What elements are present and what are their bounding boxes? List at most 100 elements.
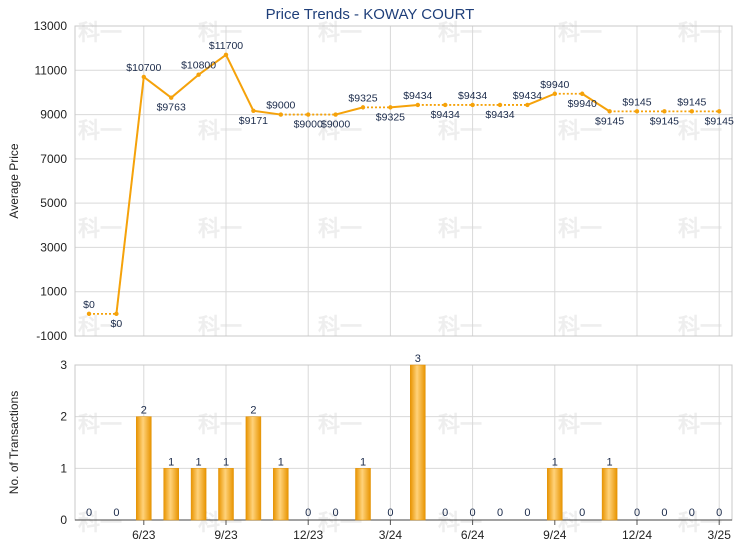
price-point: [470, 102, 475, 108]
price-data-label: $9145: [650, 115, 679, 127]
txn-xtick-label: 9/23: [214, 528, 238, 542]
price-line-segment: [143, 76, 172, 99]
watermark-text: 科一: [678, 510, 722, 535]
watermark-text: 科一: [78, 412, 122, 437]
txn-data-label: 0: [305, 507, 311, 519]
price-data-label: $9434: [431, 109, 460, 121]
price-ytick-label: 11000: [35, 63, 68, 77]
price-data-label: $9171: [239, 115, 268, 127]
price-ylabel: Average Price: [7, 143, 21, 218]
txn-data-label: 0: [579, 507, 585, 519]
watermark-text: 科一: [78, 20, 122, 45]
txn-data-label: 0: [524, 507, 530, 519]
price-line-segment: [335, 106, 364, 116]
price-data-label: $9145: [677, 96, 706, 108]
price-point: [306, 112, 311, 117]
txn-data-label: 0: [689, 507, 695, 519]
txn-ytick-label: 3: [60, 358, 67, 372]
price-line-segment: [253, 109, 281, 116]
price-data-label: $9434: [458, 90, 487, 102]
price-line-segment: [198, 53, 227, 76]
watermark-text: 科一: [198, 20, 242, 45]
txn-bar: [190, 468, 207, 521]
watermark-text: 科一: [438, 118, 482, 143]
watermark-text: 科一: [678, 216, 722, 241]
txn-xtick-label: 3/24: [379, 528, 403, 542]
watermark-text: 科一: [558, 20, 602, 45]
price-data-label: $10800: [181, 60, 216, 72]
price-data-label: $9940: [568, 98, 597, 110]
txn-ytick-label: 0: [60, 513, 67, 527]
txn-ylabel: No. of Transactions: [7, 391, 21, 494]
price-point: [141, 74, 146, 80]
price-data-label: $9763: [157, 102, 186, 114]
price-line-panel: -1000 1000 3000 5000 7000 9000 11000 13000 Avera…: [7, 19, 734, 343]
watermark-text: 科一: [558, 412, 602, 437]
txn-xtick-label: 3/25: [708, 528, 732, 542]
txn-bar: [410, 364, 426, 521]
price-point: [634, 109, 640, 114]
txn-bar: [547, 468, 563, 521]
price-data-label: $11700: [209, 40, 243, 52]
price-data-label: $9434: [513, 90, 542, 102]
txn-data-label: 1: [223, 456, 229, 468]
txn-bar: [218, 468, 234, 521]
txn-data-label: 0: [86, 507, 92, 519]
watermark-text: 科一: [198, 412, 242, 437]
txn-data-label: 0: [387, 507, 393, 519]
price-line-segment: [225, 54, 255, 112]
watermark-text: 科一: [198, 314, 242, 339]
watermark-text: 科一: [198, 216, 242, 241]
watermark-text: 科一: [438, 412, 482, 437]
price-point: [114, 311, 119, 317]
price-ytick-label: 13000: [34, 19, 68, 33]
price-data-label: $9000: [294, 119, 323, 131]
txn-xtick-label: 12/23: [293, 528, 323, 542]
watermark-text: 科一: [678, 118, 722, 143]
price-point: [388, 105, 393, 110]
price-ytick-label: 3000: [40, 240, 67, 254]
price-plot-frame: [74, 25, 733, 337]
transactions-bar-panel: 6/23 9/23 12/23 3/24 6/24 9/24 12/24 3/25 0 1 2 3 No…: [7, 353, 733, 542]
watermark-text: 科一: [438, 216, 482, 241]
txn-bar: [355, 468, 371, 521]
price-line-segment: [390, 103, 418, 109]
price-line-segment: [581, 92, 611, 113]
txn-data-label: 1: [168, 456, 174, 468]
watermark-text: 科一: [78, 216, 122, 241]
price-point: [360, 105, 366, 110]
txn-xtick-label: 6/24: [461, 528, 485, 542]
txn-data-label: 0: [634, 507, 640, 519]
watermark-text: 科一: [78, 510, 122, 535]
price-data-label: $9000: [266, 100, 295, 112]
txn-bar: [273, 468, 289, 521]
txn-xtick-label: 9/24: [543, 528, 567, 542]
watermark-text: 科一: [318, 314, 362, 339]
price-line-segment: [115, 76, 145, 314]
price-point: [607, 109, 612, 114]
price-ytick-label: -1000: [36, 329, 67, 343]
price-point: [689, 109, 694, 114]
price-data-label: $0: [111, 318, 123, 330]
txn-bar: [136, 416, 152, 521]
price-point: [169, 95, 174, 100]
price-point: [278, 112, 283, 117]
watermark-text: 科一: [198, 118, 242, 143]
txn-data-label: 2: [141, 405, 147, 417]
watermark-text: 科一: [318, 412, 362, 437]
price-data-label: $0: [83, 299, 95, 311]
txn-data-label: 1: [607, 456, 613, 468]
watermark-text: 科一: [438, 510, 482, 535]
txn-data-label: 1: [196, 456, 202, 468]
chart-title: Price Trends - KOWAY COURT: [265, 6, 475, 23]
price-point: [497, 102, 503, 108]
price-point: [580, 91, 585, 96]
watermark-text: 科一: [558, 118, 602, 143]
watermark-text: 科一: [558, 510, 602, 535]
watermark-text: 科一: [318, 20, 362, 45]
txn-bar: [601, 468, 618, 521]
price-ytick-label: 1000: [40, 285, 67, 299]
txn-data-label: 0: [113, 507, 119, 519]
txn-data-label: 0: [442, 507, 448, 519]
price-point: [662, 109, 667, 114]
